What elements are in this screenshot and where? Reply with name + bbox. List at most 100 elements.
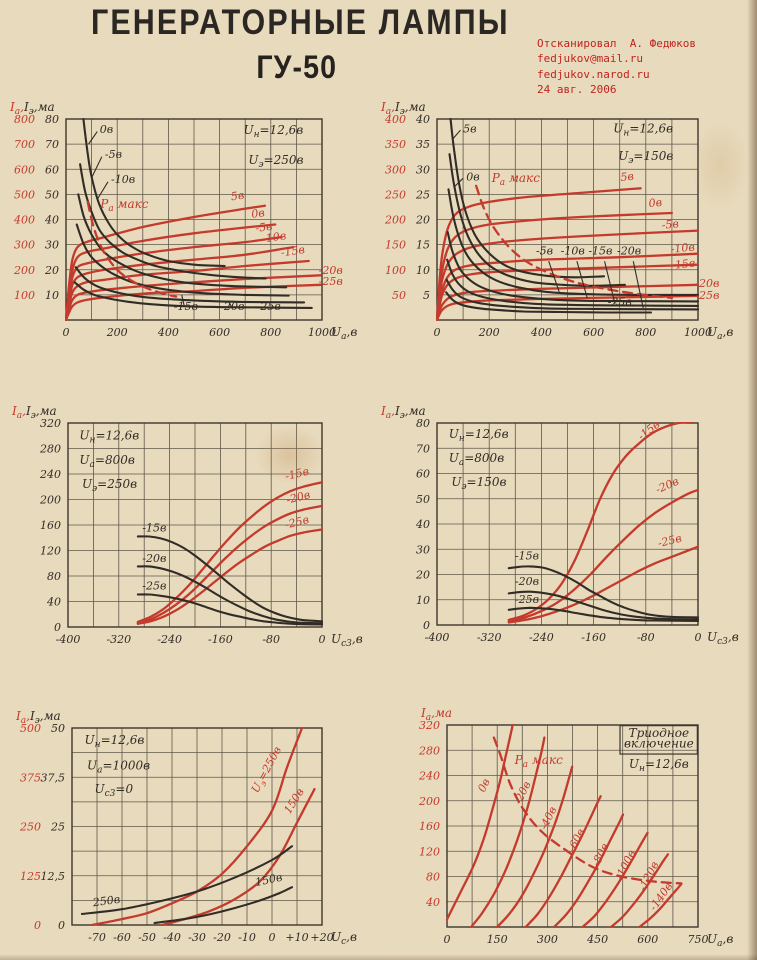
svg-text:Uн=12,6в: Uн=12,6в	[629, 757, 689, 774]
svg-text:1000: 1000	[684, 326, 712, 339]
svg-text:0в: 0в	[475, 776, 493, 794]
credit-line: 24 авг. 2006	[537, 83, 617, 97]
svg-text:-80: -80	[262, 633, 280, 646]
svg-text:320: 320	[40, 417, 61, 430]
svg-text:Uс3=0: Uс3=0	[95, 782, 134, 799]
svg-text:-10: -10	[238, 931, 256, 944]
svg-text:Uэ=150в: Uэ=150в	[618, 149, 673, 166]
y-axis-title: Iа,Iэ,ма	[380, 404, 426, 421]
series-curves	[80, 727, 316, 926]
svg-text:280: 280	[418, 744, 440, 757]
svg-text:0: 0	[444, 933, 451, 946]
svg-text:600: 600	[209, 326, 230, 339]
svg-text:-10в: -10в	[261, 229, 287, 245]
svg-text:-50: -50	[138, 931, 156, 944]
svg-text:5: 5	[423, 289, 430, 302]
svg-text:12,5: 12,5	[41, 870, 66, 883]
svg-text:0: 0	[269, 931, 276, 944]
svg-text:-60: -60	[113, 931, 131, 944]
svg-text:300: 300	[385, 163, 406, 176]
svg-text:-25в: -25в	[608, 295, 632, 308]
svg-text:120: 120	[419, 845, 440, 858]
svg-text:-15в: -15в	[284, 465, 311, 483]
svg-text:200: 200	[39, 494, 61, 507]
svg-text:Uэ=250в: Uэ=250в	[248, 153, 303, 170]
svg-text:5в: 5в	[463, 123, 476, 136]
x-axis-title: Uс,в	[331, 930, 357, 947]
x-axis-title: Uс3,в	[707, 630, 739, 647]
svg-text:5в: 5в	[230, 189, 245, 204]
svg-text:0: 0	[695, 631, 702, 644]
annotations: Uн=12,6в Uа=1000в Uс3=0	[85, 733, 151, 799]
y-axis-title: Iа,Iэ,ма	[15, 709, 61, 726]
plot-frame	[67, 422, 323, 628]
svg-text:-400: -400	[425, 631, 450, 644]
svg-text:350: 350	[385, 138, 406, 151]
x-axis-title: Uа,в	[331, 325, 357, 342]
svg-text:500: 500	[20, 722, 41, 735]
svg-text:150: 150	[385, 239, 406, 252]
series-curves	[65, 118, 322, 321]
plot-frame	[71, 727, 323, 926]
svg-text:-20в: -20в	[285, 488, 312, 506]
svg-text:-10в: -10в	[670, 240, 695, 255]
svg-text:200: 200	[418, 795, 440, 808]
x-axis-title: Uс3,в	[331, 632, 363, 649]
scan-edge-shadow	[0, 954, 757, 960]
svg-text:-80: -80	[637, 631, 655, 644]
svg-text:5в: 5в	[620, 170, 635, 184]
annotations: Uн=12,6в Uа=800в Uэ=150в	[449, 427, 509, 492]
svg-text:60: 60	[45, 163, 59, 176]
scan-edge-shadow	[747, 0, 757, 960]
svg-text:-15в: -15в	[671, 257, 696, 272]
svg-text:800: 800	[260, 326, 281, 339]
svg-text:50: 50	[392, 289, 406, 302]
svg-text:-15в: -15в	[588, 245, 612, 258]
y-axis-labels: 40 80 120 160 200 240 280 320	[418, 719, 440, 909]
svg-text:30: 30	[416, 163, 430, 176]
annotations: Uн=12,6в Uэ=150в	[613, 122, 673, 167]
svg-text:450: 450	[586, 933, 608, 946]
credit-line: fedjukov@mail.ru	[537, 52, 643, 66]
svg-text:40: 40	[46, 596, 61, 609]
svg-text:40: 40	[44, 214, 59, 227]
scanner-credit: Отсканировал А. Федюков fedjukov@mail.ru…	[537, 36, 696, 98]
svg-text:+10: +10	[285, 931, 308, 944]
svg-text:-15в: -15в	[515, 549, 539, 562]
svg-text:0: 0	[434, 326, 441, 339]
svg-text:Pа макс: Pа макс	[491, 171, 541, 188]
svg-text:Триодное: Триодное	[629, 726, 689, 740]
svg-text:-15в: -15в	[635, 418, 662, 443]
svg-text:включение: включение	[624, 737, 694, 751]
svg-text:-20в: -20в	[142, 552, 166, 565]
x-axis-labels: -400 -320 -240 -160 -80 0	[56, 633, 326, 646]
svg-text:800: 800	[635, 326, 656, 339]
svg-text:100: 100	[14, 289, 35, 302]
svg-text:280: 280	[39, 443, 61, 456]
svg-text:400: 400	[157, 326, 179, 339]
svg-text:-25в: -25в	[142, 579, 166, 592]
svg-text:25: 25	[415, 188, 430, 201]
plot-frame	[436, 118, 699, 321]
svg-text:+20: +20	[310, 931, 333, 944]
x-axis-labels: 0 200 400 600 800 1000	[63, 326, 337, 339]
svg-text:-5в: -5в	[105, 148, 122, 161]
svg-text:300: 300	[14, 239, 35, 252]
y-axis-title: Iа,Iэ,ма	[9, 100, 55, 117]
svg-text:30: 30	[416, 543, 430, 556]
svg-text:200: 200	[13, 264, 35, 277]
page-title: ГЕНЕРАТОРНЫЕ ЛАМПЫ	[90, 4, 510, 43]
x-axis-title: Uа,в	[707, 932, 733, 949]
svg-text:240: 240	[418, 770, 440, 783]
svg-text:250: 250	[384, 188, 406, 201]
curve-labels: -15в -20в -25в -15в -20в -25в	[142, 465, 311, 593]
svg-text:-20в: -20в	[617, 245, 641, 258]
svg-text:Uн=12,6в: Uн=12,6в	[449, 427, 509, 444]
svg-text:300: 300	[537, 933, 558, 946]
y-axis-labels: 0 40 80 120 160 200 240 280 320	[39, 417, 61, 634]
svg-text:0: 0	[319, 633, 326, 646]
